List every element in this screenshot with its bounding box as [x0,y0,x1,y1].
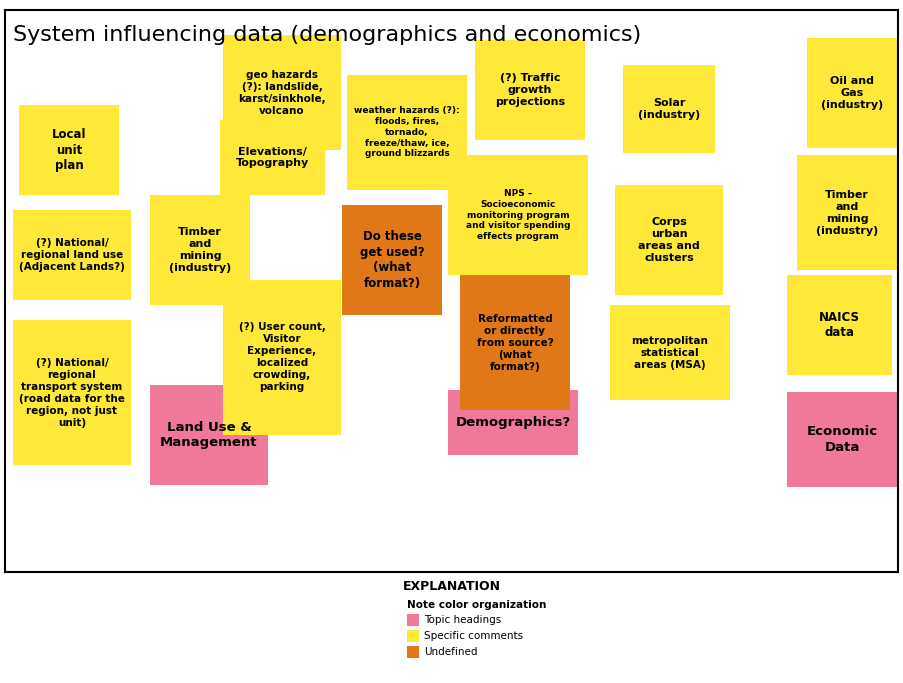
Text: Land Use &
Management: Land Use & Management [160,421,257,449]
Text: metropolitan
statistical
areas (MSA): metropolitan statistical areas (MSA) [631,335,708,370]
FancyBboxPatch shape [223,280,340,435]
Text: (?) Traffic
growth
projections: (?) Traffic growth projections [494,73,564,107]
Text: NAICS
data: NAICS data [818,311,859,339]
FancyBboxPatch shape [787,392,896,487]
FancyBboxPatch shape [219,120,325,195]
Text: Economic
Data: Economic Data [805,426,877,454]
FancyBboxPatch shape [806,38,896,148]
Text: Topic headings: Topic headings [424,615,500,625]
Text: Specific comments: Specific comments [424,631,523,641]
Text: NPS –
Socioeconomic
monitoring program
and visitor spending
effects program: NPS – Socioeconomic monitoring program a… [465,189,570,241]
Text: Demographics?: Demographics? [455,416,570,429]
Text: Timber
and
mining
(industry): Timber and mining (industry) [169,227,231,273]
FancyBboxPatch shape [448,390,577,455]
FancyBboxPatch shape [448,155,587,275]
FancyBboxPatch shape [406,646,418,658]
FancyBboxPatch shape [787,275,891,375]
FancyBboxPatch shape [13,320,131,465]
Text: Do these
get used?
(what
format?): Do these get used? (what format?) [359,230,424,290]
Text: weather hazards (?):
floods, fires,
tornado,
freeze/thaw, ice,
ground blizzards: weather hazards (?): floods, fires, torn… [354,107,460,158]
Text: (?) National/
regional land use
(Adjacent Lands?): (?) National/ regional land use (Adjacen… [19,238,125,272]
Text: Elevations/
Topography: Elevations/ Topography [236,146,309,169]
FancyBboxPatch shape [19,105,119,195]
Text: Undefined: Undefined [424,647,477,657]
FancyBboxPatch shape [150,385,267,485]
FancyBboxPatch shape [622,65,714,153]
Text: Oil and
Gas
(industry): Oil and Gas (industry) [820,76,882,110]
Text: (?) User count,
Visitor
Experience,
localized
crowding,
parking: (?) User count, Visitor Experience, loca… [238,322,325,393]
Text: (?) National/
regional
transport system
(road data for the
region, not just
unit: (?) National/ regional transport system … [19,357,125,428]
Text: geo hazards
(?): landslide,
karst/sinkhole,
volcano: geo hazards (?): landslide, karst/sinkho… [237,70,325,115]
FancyBboxPatch shape [13,210,131,300]
Text: Note color organization: Note color organization [406,600,545,610]
Text: Corps
urban
areas and
clusters: Corps urban areas and clusters [638,217,699,263]
Text: System influencing data (demographics and economics): System influencing data (demographics an… [13,25,640,45]
Text: Timber
and
mining
(industry): Timber and mining (industry) [815,189,877,236]
Text: EXPLANATION: EXPLANATION [403,580,500,593]
FancyBboxPatch shape [406,630,418,642]
FancyBboxPatch shape [460,275,570,410]
FancyBboxPatch shape [614,185,722,295]
FancyBboxPatch shape [474,40,584,140]
Text: Reformatted
or directly
from source?
(what
format?): Reformatted or directly from source? (wh… [476,313,553,372]
FancyBboxPatch shape [347,75,467,190]
FancyBboxPatch shape [610,305,730,400]
FancyBboxPatch shape [223,35,340,150]
Text: Local
unit
plan: Local unit plan [51,128,86,172]
Text: Solar
(industry): Solar (industry) [638,98,699,120]
FancyBboxPatch shape [406,614,418,626]
FancyBboxPatch shape [341,205,442,315]
FancyBboxPatch shape [150,195,250,305]
FancyBboxPatch shape [796,155,896,270]
